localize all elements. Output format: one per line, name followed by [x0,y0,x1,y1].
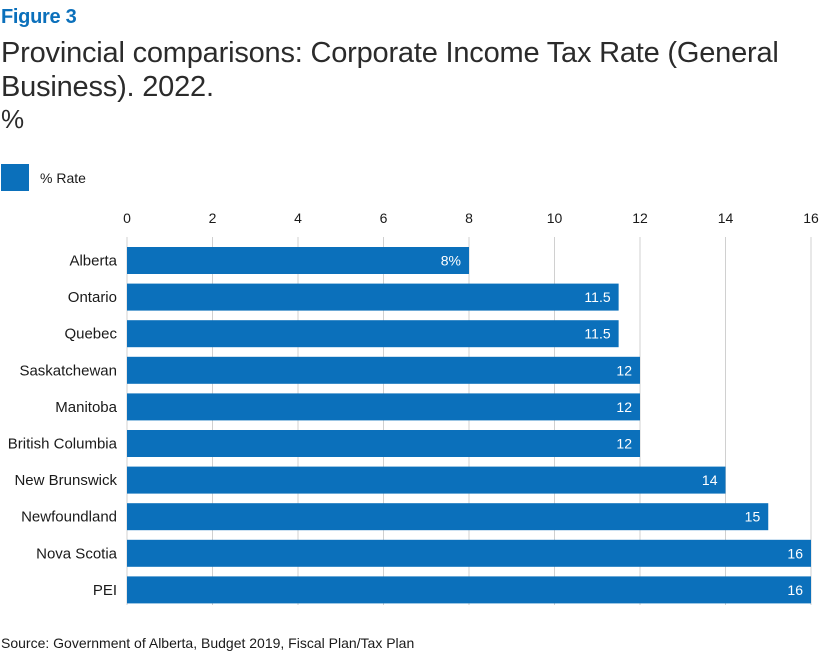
x-tick-label: 10 [547,210,563,226]
category-label: Newfoundland [21,509,117,526]
category-label: Alberta [69,253,117,270]
bar-newfoundland [127,503,769,531]
x-tick-label: 0 [123,210,131,226]
data-label: 11.5 [584,326,610,342]
x-tick-label: 16 [803,210,819,226]
chart-title: Provincial comparisons: Corporate Income… [1,37,779,103]
data-label: 14 [702,472,718,488]
source-note: Source: Government of Alberta, Budget 20… [1,635,415,651]
bar-ontario [127,283,619,311]
legend-swatch [1,164,29,191]
x-tick-label: 8 [465,210,473,226]
data-label: 8% [441,253,461,269]
bar-chart: 0 2 4 6 8 10 12 14 16 Alberta 8% Ontario 11.5 Quebec 1… [8,210,819,605]
category-label: Quebec [64,326,117,343]
bar-nova-scotia [127,539,811,567]
data-label: 12 [616,436,632,452]
bar-pei [127,576,811,604]
unit-label: % [1,104,25,134]
category-label: New Brunswick [14,472,117,489]
bar-british-columbia [127,430,640,457]
x-tick-label: 12 [632,210,648,226]
category-label: Nova Scotia [36,545,118,562]
bar-saskatchewan [127,356,640,384]
data-label: 12 [616,362,632,378]
x-tick-label: 6 [380,210,388,226]
category-label: PEI [93,582,117,599]
bar-alberta [127,247,469,274]
bar-quebec [127,320,619,348]
bar-manitoba [127,393,640,421]
data-label: 15 [745,509,761,525]
category-label: Ontario [68,289,117,306]
x-tick-label: 2 [209,210,217,226]
category-label: Manitoba [55,399,117,416]
data-label: 16 [787,545,803,561]
category-label: Saskatchewan [19,362,117,379]
data-label: 12 [616,399,632,415]
data-label: 16 [787,582,803,598]
x-tick-label: 14 [718,210,734,226]
bar-new-brunswick [127,466,726,494]
legend-label: % Rate [40,170,86,186]
x-tick-label: 4 [294,210,302,226]
data-label: 11.5 [584,289,610,305]
category-label: British Columbia [8,436,118,453]
figure-label: Figure 3 [1,6,77,28]
